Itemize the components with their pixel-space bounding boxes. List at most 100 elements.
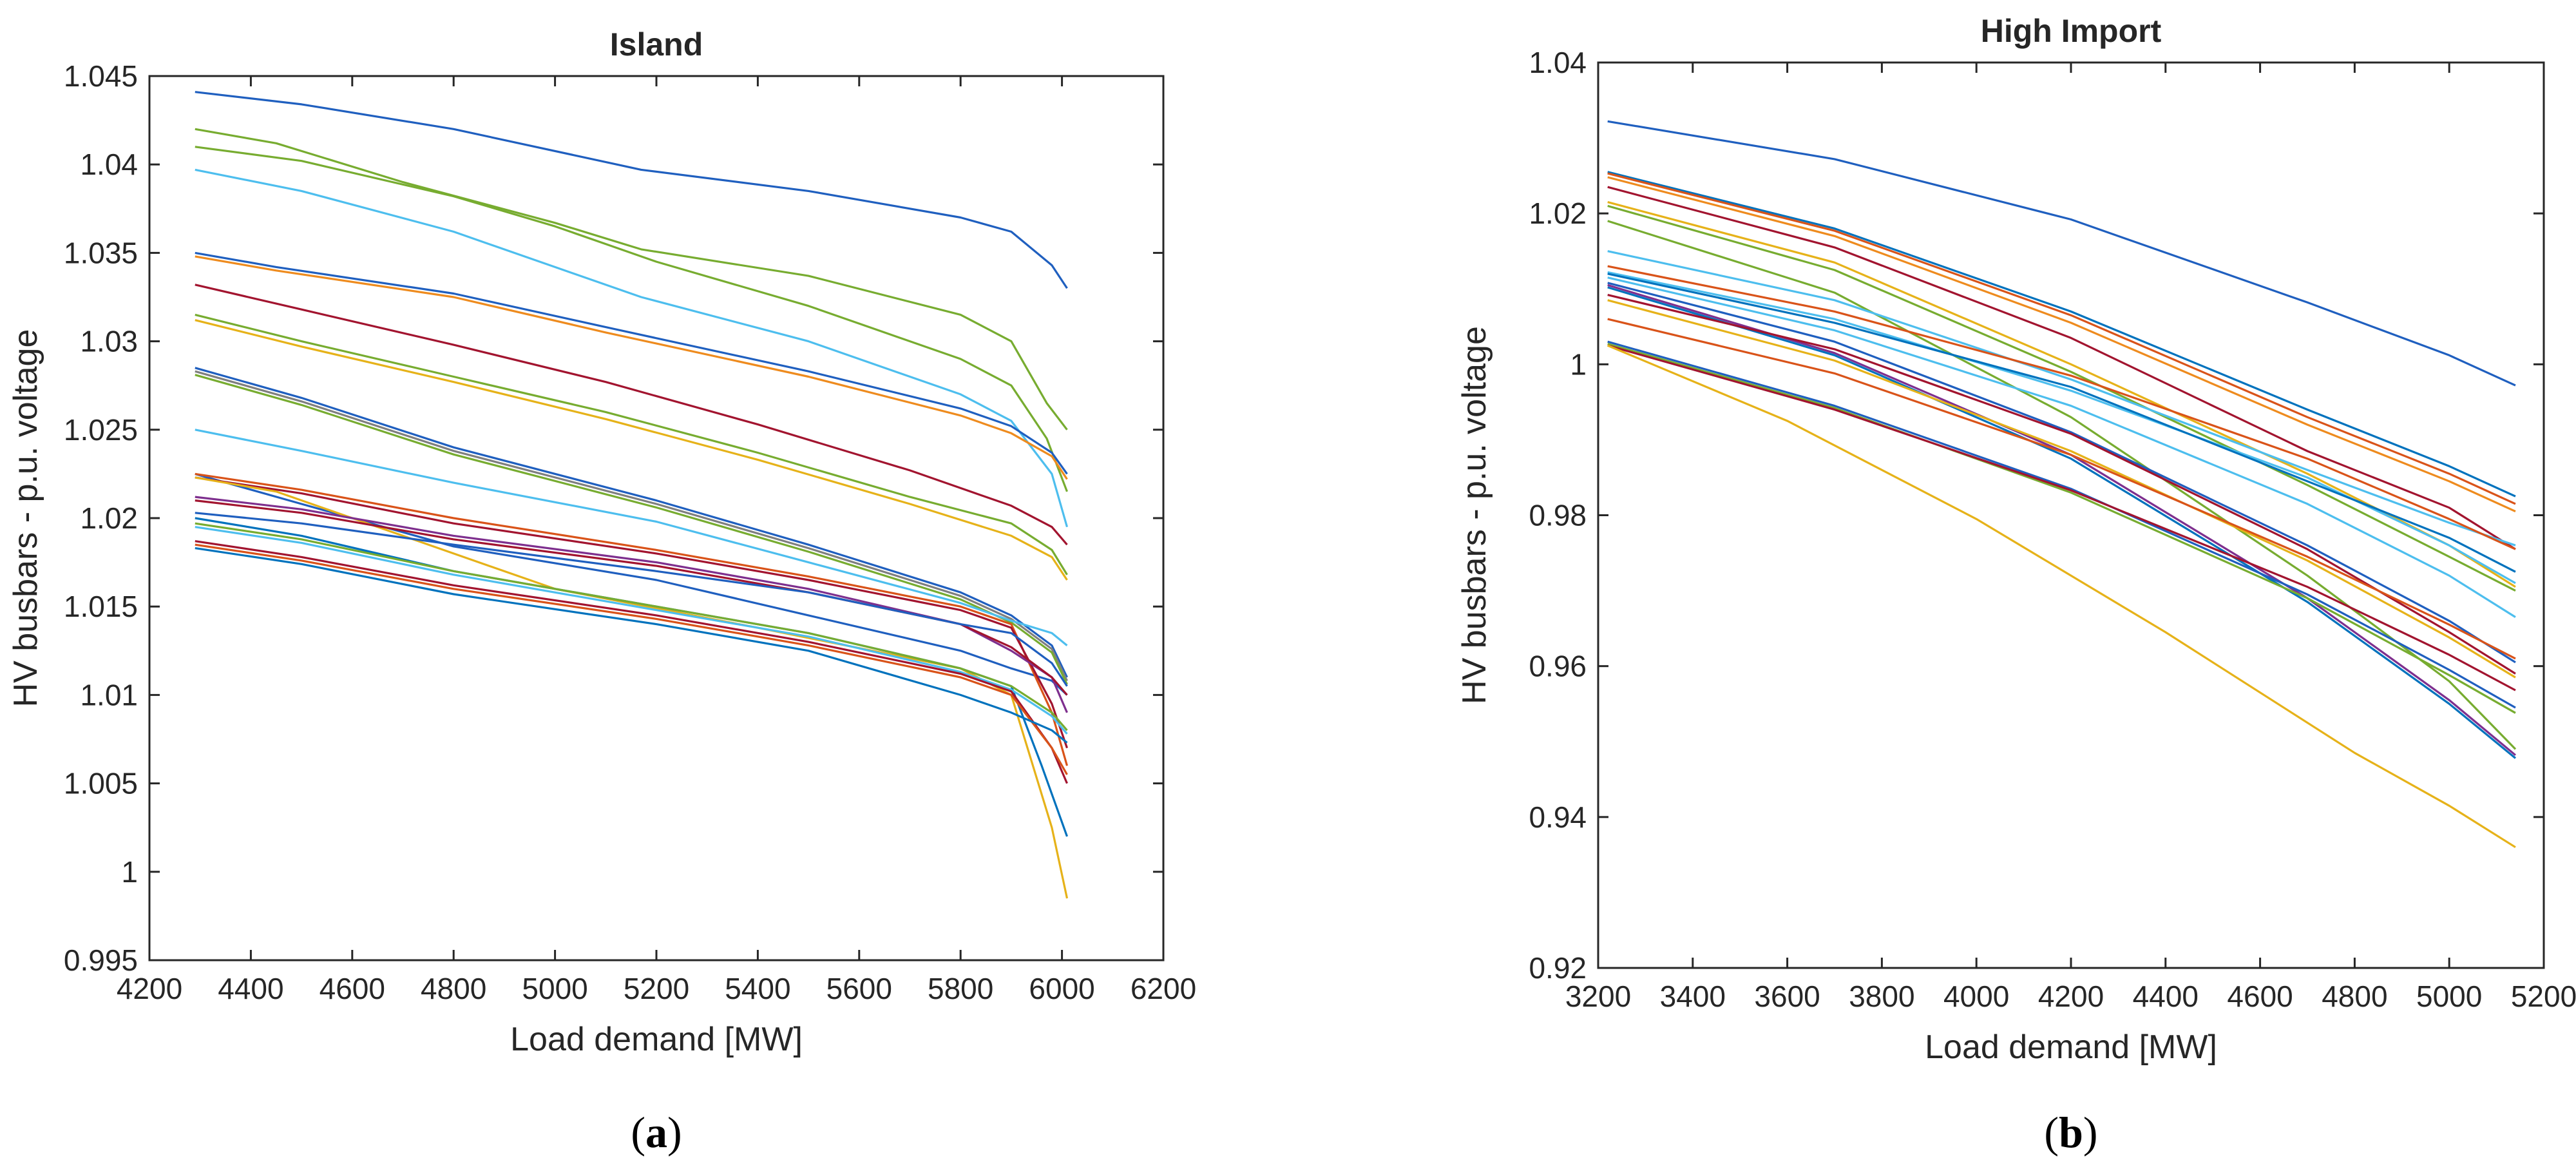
series-line-6 (195, 255, 1068, 480)
x-tick-label: 4400 (218, 972, 283, 1005)
series-line-22 (1607, 344, 2516, 691)
series-line-9 (195, 319, 1068, 581)
series-line-23 (195, 526, 1068, 735)
chart-title: High Import (1981, 13, 2162, 49)
series-line-11 (195, 370, 1068, 682)
series-line-12 (195, 374, 1068, 685)
y-tick-label: 1.035 (64, 236, 138, 269)
series-line-22 (195, 522, 1068, 731)
y-tick-label: 1.03 (80, 325, 138, 358)
series-line-13 (195, 429, 1068, 646)
y-tick-label: 1.045 (64, 59, 138, 93)
x-tick-label: 5600 (826, 972, 892, 1005)
series-line-13 (1607, 276, 2516, 618)
series-line-1 (195, 91, 1068, 289)
x-axis-label: Load demand [MW] (1925, 1029, 2217, 1066)
series-line-2 (1607, 171, 2516, 498)
x-tick-label: 5200 (624, 972, 689, 1005)
series-line-10 (1607, 265, 2516, 550)
panel-label-close: ) (2083, 1108, 2098, 1157)
x-tick-label: 4200 (117, 972, 182, 1005)
series-lines (195, 91, 1069, 899)
series-line-23 (1607, 344, 2516, 849)
plot-frame (148, 75, 1165, 961)
y-tick-label: 1.025 (64, 413, 138, 447)
series-line-15 (1607, 284, 2517, 757)
series-line-25 (195, 543, 1068, 775)
x-tick-label: 6200 (1131, 972, 1196, 1005)
x-tick-label: 3800 (1849, 980, 1914, 1013)
panel-label-letter: a (645, 1108, 667, 1157)
series-line-21 (1607, 343, 2516, 714)
series-line-26 (195, 547, 1068, 744)
panel-label-open: ( (2044, 1108, 2059, 1157)
chart-high-import: 3200 3400 3600 3800 4000 4200 4400 4600 4800 5000… (1456, 13, 2576, 1157)
x-tick-label: 6000 (1029, 972, 1094, 1005)
y-axis-label: HV busbars - p.u. voltage (1456, 326, 1493, 704)
x-tick-label: 4800 (2322, 980, 2387, 1013)
x-tick-label: 5800 (928, 972, 993, 1005)
y-tick-label: 1.04 (80, 148, 138, 181)
series-line-2 (195, 128, 1068, 430)
series-line-3 (195, 146, 1068, 492)
chart-island: 4200 4400 4600 4800 5000 5200 5400 5600 5800 6000… (7, 26, 1196, 1157)
y-tick-label: 1.02 (1529, 197, 1587, 230)
series-lines (1607, 120, 2517, 849)
series-line-16 (1607, 286, 2517, 759)
series-line-15 (195, 472, 1069, 766)
series-line-6 (1607, 201, 2516, 588)
series-line-12 (1607, 273, 2516, 573)
panel-label-open: ( (631, 1108, 645, 1157)
y-tick-label: 1.02 (80, 501, 138, 535)
x-tick-label: 5200 (2511, 980, 2576, 1013)
x-tick-label: 4600 (320, 972, 385, 1005)
y-tick-label: 0.92 (1529, 951, 1587, 985)
chart-title: Island (610, 26, 703, 63)
y-tick-label: 1 (121, 855, 138, 889)
x-tick-label: 5400 (725, 972, 790, 1005)
y-tick-label: 0.96 (1529, 650, 1587, 683)
series-line-1 (1607, 120, 2516, 387)
series-line-7 (1607, 204, 2516, 592)
y-axis-label: HV busbars - p.u. voltage (7, 329, 44, 708)
x-tick-label: 3400 (1660, 980, 1726, 1013)
panel-label-close: ) (667, 1108, 682, 1157)
panel-label: (a) (631, 1108, 682, 1157)
x-tick-label: 5000 (2416, 980, 2482, 1013)
panel-label-letter: b (2059, 1108, 2083, 1157)
y-tick-label: 0.98 (1529, 499, 1587, 532)
y-tick-label: 1 (1570, 347, 1587, 381)
series-line-8 (1607, 220, 2517, 750)
series-line-20 (195, 512, 1068, 687)
series-line-19 (1607, 318, 2516, 660)
series-line-4 (1607, 176, 2516, 513)
x-tick-label: 4200 (2038, 980, 2104, 1013)
series-line-8 (195, 313, 1068, 575)
x-tick-label: 4400 (2133, 980, 2199, 1013)
series-line-7 (195, 284, 1068, 546)
x-tick-label: 3600 (1754, 980, 1820, 1013)
series-line-3 (1607, 172, 2516, 505)
x-tick-label: 4000 (1943, 980, 2009, 1013)
plot-frame (1597, 61, 2545, 969)
x-tick-label: 3200 (1565, 980, 1631, 1013)
x-tick-label: 4800 (421, 972, 486, 1005)
series-line-20 (1607, 340, 2516, 709)
series-line-17 (1607, 294, 2516, 675)
y-tick-label: 1.01 (80, 678, 138, 711)
x-tick-label: 5000 (522, 972, 587, 1005)
y-tick-label: 0.94 (1529, 800, 1587, 834)
y-tick-label: 1.015 (64, 590, 138, 623)
y-tick-label: 1.04 (1529, 46, 1587, 79)
y-tick-label: 0.995 (64, 943, 138, 977)
series-line-4 (195, 168, 1069, 528)
series-line-16 (195, 476, 1069, 749)
series-line-5 (195, 251, 1068, 475)
series-line-5 (1607, 186, 2516, 550)
series-line-14 (1607, 282, 2516, 664)
series-line-9 (1607, 250, 2516, 546)
panel-label: (b) (2044, 1108, 2097, 1157)
series-line-10 (195, 367, 1068, 678)
x-tick-label: 4600 (2227, 980, 2293, 1013)
